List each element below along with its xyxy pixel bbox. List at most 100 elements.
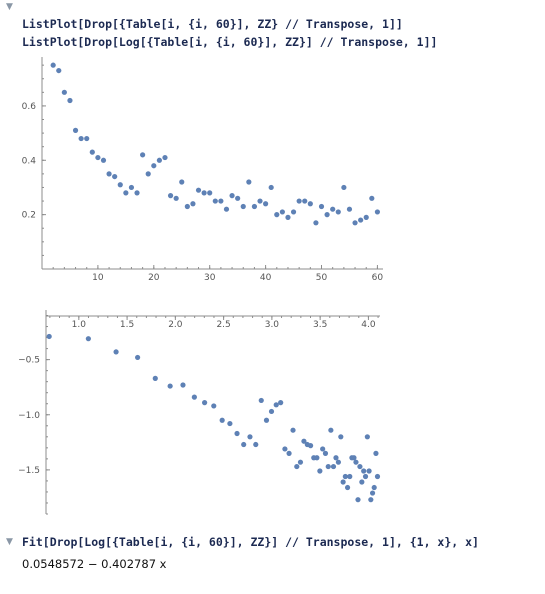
data-point xyxy=(106,171,111,176)
data-point xyxy=(343,474,348,479)
data-point xyxy=(151,163,156,168)
data-point xyxy=(252,204,257,209)
data-point xyxy=(363,474,368,479)
data-point xyxy=(280,209,285,214)
y-tick-label: 0.4 xyxy=(22,156,37,166)
fit-output: 0.0548572 − 0.402787 x xyxy=(22,557,166,571)
data-point xyxy=(347,474,352,479)
data-point xyxy=(213,198,218,203)
triangle-down-icon[interactable]: ▼ xyxy=(6,2,13,12)
data-point xyxy=(323,451,328,456)
data-point xyxy=(67,98,72,103)
data-point xyxy=(314,455,319,460)
data-point xyxy=(162,155,167,160)
data-point xyxy=(328,428,333,433)
data-point xyxy=(113,349,118,354)
x-tick-label: 2.0 xyxy=(168,320,183,330)
input-code-line-2[interactable]: ListPlot[Drop[Log[{Table[i, {i, 60}], ZZ… xyxy=(22,35,437,49)
data-point xyxy=(353,460,358,465)
data-point xyxy=(355,497,360,502)
data-point xyxy=(297,198,302,203)
data-point xyxy=(47,334,52,339)
data-point xyxy=(157,158,162,163)
x-tick-label: 10 xyxy=(92,273,104,283)
data-point xyxy=(168,383,173,388)
data-point xyxy=(269,409,274,414)
data-point xyxy=(368,497,373,502)
data-point xyxy=(179,179,184,184)
data-point xyxy=(241,442,246,447)
data-point xyxy=(123,190,128,195)
data-point xyxy=(227,421,232,426)
fit-input-code[interactable]: Fit[Drop[Log[{Table[i, {i, 60}], ZZ}] //… xyxy=(22,535,479,549)
x-tick-label: 2.5 xyxy=(216,320,230,330)
data-point xyxy=(320,446,325,451)
data-point xyxy=(207,190,212,195)
data-point xyxy=(308,443,313,448)
data-point xyxy=(264,418,269,423)
data-point xyxy=(269,185,274,190)
data-point xyxy=(180,382,185,387)
data-point xyxy=(345,485,350,490)
data-point xyxy=(326,464,331,469)
data-point xyxy=(290,428,295,433)
data-point xyxy=(73,128,78,133)
data-point xyxy=(361,468,366,473)
data-point xyxy=(364,215,369,220)
x-tick-label: 60 xyxy=(372,273,384,283)
y-tick-label: −1.0 xyxy=(18,411,40,421)
data-point xyxy=(241,204,246,209)
data-point xyxy=(298,460,303,465)
data-point xyxy=(246,179,251,184)
x-tick-label: 30 xyxy=(204,273,216,283)
data-point xyxy=(84,136,89,141)
data-point xyxy=(308,201,313,206)
data-point xyxy=(62,90,67,95)
data-point xyxy=(359,479,364,484)
data-point xyxy=(168,193,173,198)
x-tick-label: 50 xyxy=(316,273,328,283)
data-point xyxy=(79,136,84,141)
data-point xyxy=(185,204,190,209)
data-point xyxy=(330,207,335,212)
data-point xyxy=(278,400,283,405)
data-point xyxy=(220,418,225,423)
data-point xyxy=(234,431,239,436)
x-tick-label: 20 xyxy=(148,273,160,283)
data-point xyxy=(341,185,346,190)
data-point xyxy=(253,442,258,447)
data-point xyxy=(282,446,287,451)
data-point xyxy=(372,485,377,490)
data-point xyxy=(224,207,229,212)
data-point xyxy=(375,474,380,479)
input-code-line-1[interactable]: ListPlot[Drop[{Table[i, {i, 60}], ZZ} //… xyxy=(22,17,403,31)
data-point xyxy=(202,400,207,405)
data-point xyxy=(319,204,324,209)
data-point xyxy=(369,196,374,201)
data-point xyxy=(370,490,375,495)
data-point xyxy=(190,201,195,206)
data-point xyxy=(56,68,61,73)
data-point xyxy=(140,152,145,157)
data-point xyxy=(352,220,357,225)
x-tick-label: 3.0 xyxy=(265,320,280,330)
data-point xyxy=(235,196,240,201)
x-tick-label: 1.5 xyxy=(120,320,134,330)
data-point xyxy=(257,198,262,203)
data-point xyxy=(86,336,91,341)
data-point xyxy=(285,215,290,220)
triangle-right-icon[interactable]: ▼ xyxy=(6,537,13,547)
data-point xyxy=(291,209,296,214)
data-point xyxy=(134,190,139,195)
data-point xyxy=(229,193,234,198)
data-point xyxy=(302,198,307,203)
data-point xyxy=(135,355,140,360)
data-point xyxy=(336,460,341,465)
data-point xyxy=(112,174,117,179)
data-point xyxy=(358,217,363,222)
data-point xyxy=(286,451,291,456)
y-tick-label: −1.5 xyxy=(18,466,40,476)
data-point xyxy=(95,155,100,160)
data-point xyxy=(202,190,207,195)
data-point xyxy=(129,185,134,190)
